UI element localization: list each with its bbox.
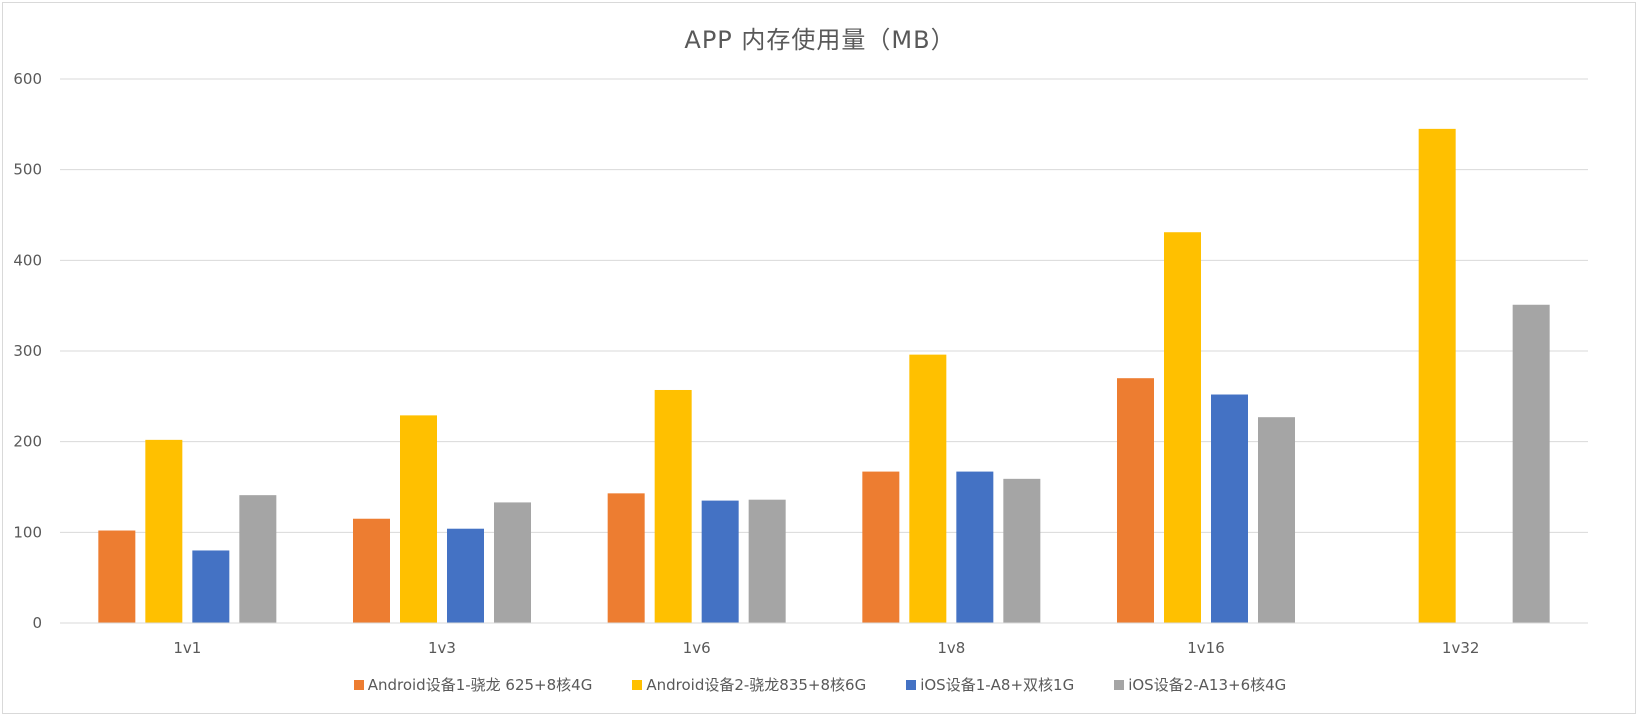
bar [1512, 304, 1550, 623]
legend-item: iOS设备2-A13+6核4G [1114, 674, 1286, 695]
x-tick-label: 1v3 [428, 639, 456, 657]
legend-label: Android设备1-骁龙 625+8核4G [367, 676, 593, 694]
y-tick-label: 200 [13, 433, 42, 451]
legend-swatch [906, 679, 917, 690]
bar [1003, 478, 1041, 623]
bar [654, 389, 692, 623]
y-tick-label: 400 [13, 251, 42, 269]
bar [956, 471, 994, 623]
bar [862, 471, 900, 623]
x-tick-label: 1v1 [173, 639, 201, 657]
legend: Android设备1-骁龙 625+8核4G Android设备2-骁龙835+8… [0, 674, 1640, 695]
legend-swatch [632, 679, 643, 690]
bar [1258, 417, 1295, 623]
bar [748, 499, 786, 623]
legend-item: Android设备1-骁龙 625+8核4G [353, 674, 593, 695]
legend-swatch [1114, 679, 1125, 690]
x-tick-label: 1v32 [1442, 639, 1480, 657]
bar [447, 528, 484, 623]
y-tick-label: 100 [13, 523, 42, 541]
bar [1164, 232, 1201, 623]
y-tick-label: 500 [13, 161, 42, 179]
legend-swatch [353, 679, 364, 690]
y-tick-label: 300 [13, 342, 42, 360]
bar [353, 518, 390, 623]
bar [701, 500, 739, 623]
bar [145, 439, 183, 623]
bar [98, 530, 136, 623]
bar [1117, 378, 1154, 623]
legend-item: Android设备2-骁龙835+8核6G [632, 674, 866, 695]
bar [909, 354, 947, 623]
bar [494, 502, 531, 623]
y-tick-label: 0 [32, 614, 42, 632]
bar [607, 493, 645, 623]
bar [400, 415, 437, 623]
y-tick-label: 600 [13, 70, 42, 88]
chart-title: APP 内存使用量（MB） [684, 26, 956, 54]
bar [1211, 394, 1248, 623]
legend-item: iOS设备1-A8+双核1G [906, 674, 1074, 695]
bar [239, 495, 277, 623]
legend-label: iOS设备2-A13+6核4G [1128, 676, 1287, 694]
x-tick-label: 1v6 [683, 639, 711, 657]
legend-label: Android设备2-骁龙835+8核6G [646, 676, 867, 694]
x-tick-label: 1v16 [1187, 639, 1225, 657]
bar [192, 550, 230, 623]
legend-label: iOS设备1-A8+双核1G [920, 676, 1075, 694]
x-tick-label: 1v8 [937, 639, 965, 657]
bar [1418, 128, 1456, 623]
